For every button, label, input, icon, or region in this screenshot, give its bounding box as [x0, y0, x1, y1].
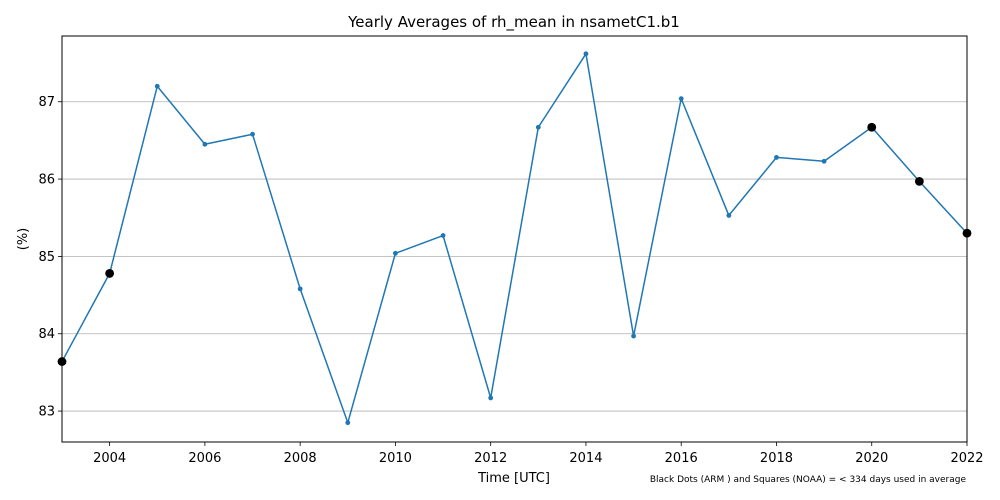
x-tick-label: 2004 — [93, 451, 126, 466]
y-axis-ticks: 83 84 85 86 87 — [38, 95, 62, 420]
points-layer — [59, 51, 970, 426]
series-line — [61, 53, 968, 424]
x-tick-label: 2020 — [855, 451, 888, 466]
data-point — [774, 155, 779, 160]
y-tick-label: 86 — [38, 173, 55, 188]
chart-title: Yearly Averages of rh_mean in nsametC1.b… — [347, 13, 680, 32]
data-point — [440, 233, 446, 238]
x-tick-label: 2008 — [284, 451, 317, 466]
y-tick-label: 85 — [38, 250, 55, 265]
flagged-data-point — [867, 122, 877, 132]
flagged-data-point — [105, 269, 115, 278]
grid-lines — [62, 101, 967, 412]
x-axis-ticks: 2004 2006 2008 2010 2012 2014 2016 2018 2020 2022 — [93, 442, 984, 466]
x-tick-label: 2010 — [379, 451, 412, 466]
data-point — [726, 213, 732, 218]
flagged-data-point — [914, 176, 924, 186]
plot-area-frame — [61, 35, 968, 443]
x-axis-label: Time [UTC] — [477, 471, 550, 486]
y-axis-label: (%) — [16, 228, 31, 251]
series-layer — [61, 53, 968, 424]
flagged-points-layer — [57, 122, 972, 366]
x-tick-label: 2022 — [950, 451, 983, 466]
data-point — [631, 333, 636, 339]
data-point — [535, 124, 541, 130]
x-tick-label: 2012 — [474, 451, 507, 466]
data-point — [250, 131, 255, 137]
x-tick-label: 2016 — [665, 451, 698, 466]
data-point — [583, 51, 589, 57]
y-tick-label: 87 — [38, 95, 55, 110]
x-tick-label: 2014 — [569, 451, 602, 466]
data-point — [393, 250, 398, 256]
y-tick-label: 84 — [38, 327, 55, 342]
x-tick-label: 2018 — [760, 451, 793, 466]
data-point — [488, 395, 494, 401]
data-point — [154, 83, 160, 89]
data-point — [202, 141, 208, 147]
x-tick-label: 2006 — [188, 451, 221, 466]
y-tick-label: 83 — [38, 405, 55, 420]
data-point — [821, 158, 827, 164]
data-point — [678, 96, 684, 102]
data-point — [297, 286, 303, 292]
data-point — [345, 420, 351, 426]
footnote: Black Dots (ARM ) and Squares (NOAA) = <… — [650, 475, 967, 485]
